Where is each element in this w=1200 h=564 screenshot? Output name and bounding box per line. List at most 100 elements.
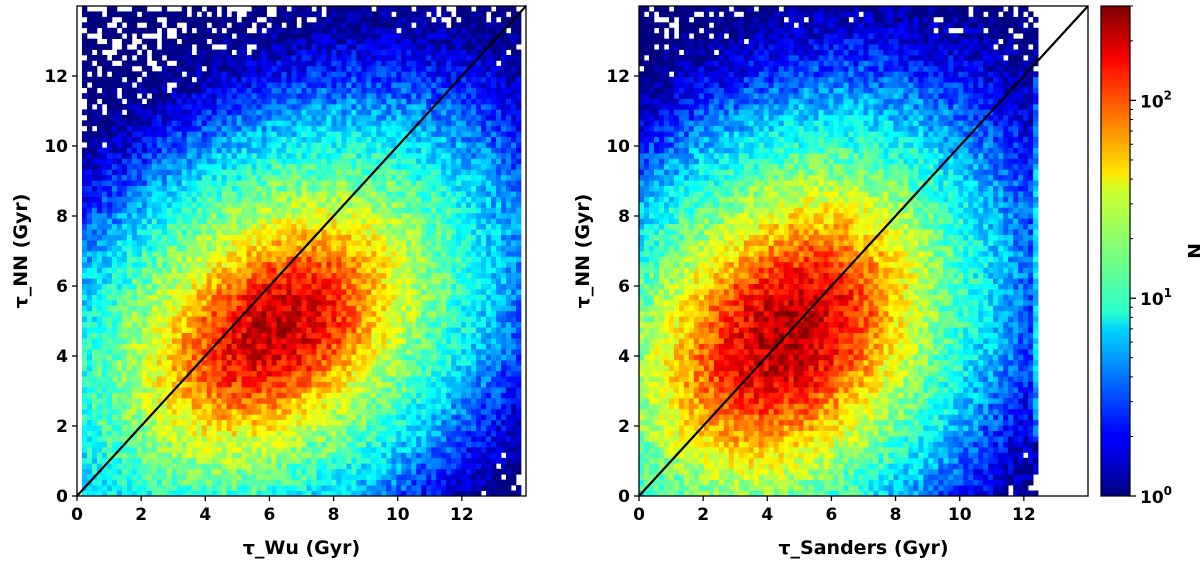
heatmap-cell [161, 332, 168, 339]
heatmap-cell [81, 452, 88, 459]
heatmap-cell [266, 27, 272, 34]
heatmap-cell [136, 485, 143, 491]
heatmap-cell [316, 114, 322, 121]
heatmap-cell [81, 22, 88, 29]
heatmap-cell [86, 310, 93, 317]
heatmap-cell [101, 251, 108, 257]
heatmap-cell [346, 310, 352, 317]
heatmap-cell [111, 114, 118, 121]
heatmap-cell [111, 272, 118, 279]
heatmap-cell [106, 11, 113, 18]
heatmap-cell [236, 436, 242, 442]
heatmap-cell [161, 441, 168, 448]
heatmap-cell [166, 256, 173, 263]
heatmap-cell [121, 321, 128, 328]
heatmap-cell [281, 87, 287, 94]
heatmap-cell [286, 169, 292, 176]
heatmap-cell [306, 332, 312, 339]
heatmap-cell [211, 403, 218, 410]
heatmap-cell [311, 147, 317, 154]
heatmap-cell [156, 283, 163, 290]
heatmap-cell [341, 403, 347, 410]
heatmap-cell [336, 22, 342, 29]
heatmap-cell [196, 370, 203, 377]
heatmap-cell [101, 457, 108, 464]
heatmap-cell [206, 76, 213, 83]
heatmap-cell [356, 98, 362, 105]
heatmap-cell [356, 87, 362, 94]
heatmap-cell [276, 6, 282, 12]
heatmap-cell [186, 398, 193, 404]
heatmap-cell [141, 109, 148, 116]
heatmap-cell [216, 425, 223, 432]
heatmap-cell [116, 76, 123, 83]
heatmap-cell [281, 60, 287, 67]
heatmap-cell [261, 251, 267, 257]
heatmap-cell [296, 104, 302, 110]
heatmap-cell [181, 485, 188, 491]
heatmap-cell [366, 343, 372, 350]
heatmap-cell [136, 6, 143, 12]
heatmap-cell [351, 316, 357, 323]
heatmap-cell [346, 60, 352, 67]
heatmap-cell [361, 419, 367, 426]
heatmap-cell [161, 267, 168, 274]
heatmap-cell [151, 120, 158, 127]
heatmap-cell [211, 261, 218, 268]
heatmap-cell [196, 338, 203, 344]
heatmap-cell [266, 300, 272, 306]
heatmap-cell [216, 207, 223, 214]
heatmap-cell [256, 202, 262, 208]
heatmap-cell [136, 142, 143, 148]
heatmap-cell [186, 452, 193, 459]
heatmap-cell [151, 136, 158, 143]
heatmap-cell [126, 425, 133, 432]
heatmap-cell [276, 485, 282, 491]
heatmap-cell [261, 212, 267, 219]
heatmap-cell [81, 11, 88, 18]
heatmap-cell [121, 436, 128, 442]
heatmap-cell [276, 479, 282, 486]
heatmap-cell [101, 191, 108, 197]
heatmap-cell [146, 441, 153, 448]
heatmap-cell [106, 212, 113, 219]
heatmap-cell [166, 289, 173, 295]
heatmap-cell [361, 38, 367, 45]
heatmap-cell [256, 180, 262, 187]
heatmap-cell [351, 479, 357, 486]
heatmap-cell [156, 76, 163, 83]
heatmap-cell [311, 294, 317, 301]
heatmap-cell [241, 332, 247, 339]
heatmap-cell [336, 109, 342, 116]
heatmap-cell [226, 82, 233, 89]
heatmap-cell [301, 120, 307, 127]
heatmap-cell [211, 87, 218, 94]
heatmap-cell [301, 114, 307, 121]
heatmap-cell [226, 38, 233, 45]
heatmap-cell [291, 338, 297, 344]
heatmap-cell [121, 463, 128, 470]
heatmap-cell [176, 44, 183, 50]
heatmap-cell [186, 153, 193, 159]
heatmap-cell [301, 294, 307, 301]
heatmap-cell [286, 403, 292, 410]
heatmap-cell [236, 300, 242, 306]
heatmap-cell [286, 289, 292, 295]
heatmap-cell [221, 354, 228, 361]
heatmap-cell [356, 272, 362, 279]
heatmap-cell [281, 109, 287, 116]
heatmap-cell [291, 169, 297, 176]
heatmap-cell [221, 163, 228, 170]
heatmap-cell [171, 11, 178, 18]
heatmap-cell [356, 316, 362, 323]
heatmap-cell [341, 430, 347, 437]
heatmap-cell [231, 474, 237, 481]
heatmap-cell [336, 294, 342, 301]
heatmap-cell [246, 283, 252, 290]
heatmap-cell [251, 93, 257, 99]
heatmap-cell [271, 305, 277, 312]
heatmap-cell [216, 408, 223, 415]
heatmap-cell [171, 310, 178, 317]
heatmap-cell [86, 408, 93, 415]
heatmap-cell [151, 158, 158, 165]
